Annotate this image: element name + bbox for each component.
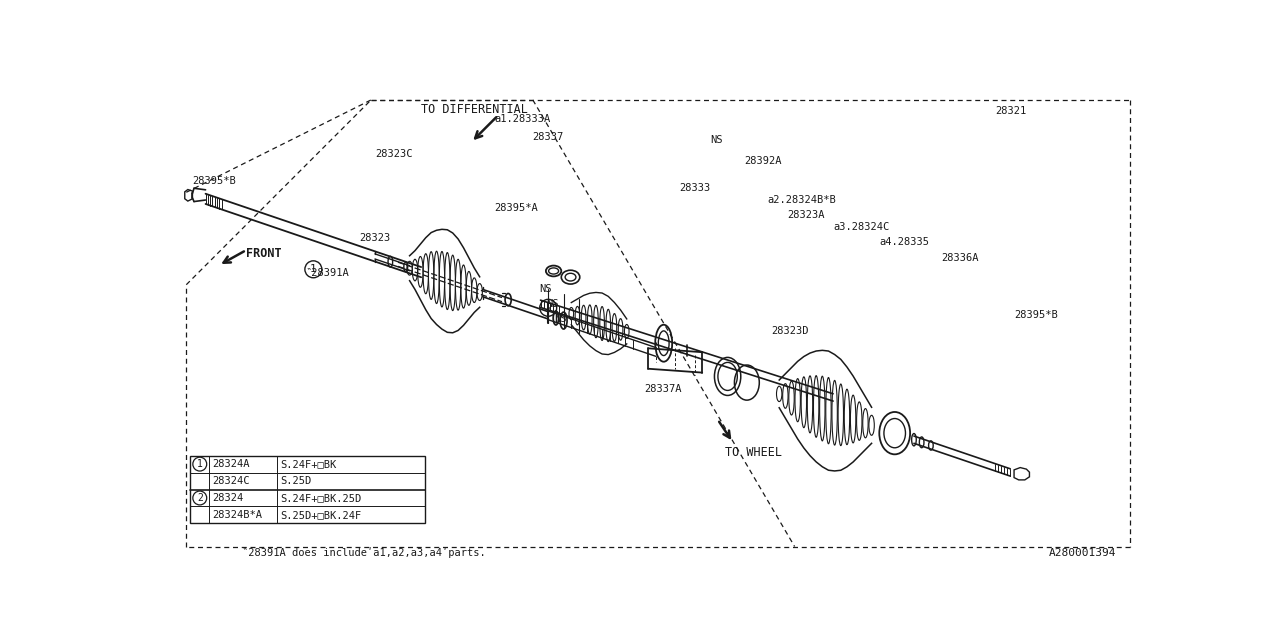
Text: 28321: 28321 [995, 106, 1027, 116]
Text: 28323A: 28323A [787, 211, 824, 220]
Text: TO DIFFERENTIAL: TO DIFFERENTIAL [421, 102, 529, 116]
Text: S.25D+□BK.24F: S.25D+□BK.24F [280, 510, 361, 520]
Text: ‶28391A: ‶28391A [306, 268, 349, 278]
Text: TO WHEEL: TO WHEEL [726, 446, 782, 459]
Bar [191, 456, 425, 524]
Text: 28323: 28323 [360, 234, 390, 243]
Text: A280001394: A280001394 [1048, 548, 1116, 557]
Text: 28323D: 28323D [772, 326, 809, 336]
Text: ‶28391A does includeʹa1,a2,a3,a4ʹparts.: ‶28391A does includeʹa1,a2,a3,a4ʹparts. [242, 547, 485, 558]
Text: S.24F+□BK.25D: S.24F+□BK.25D [280, 493, 361, 503]
Text: a4.28335: a4.28335 [879, 237, 929, 247]
Text: 28333: 28333 [680, 184, 710, 193]
Text: 28336A: 28336A [941, 253, 978, 263]
Text: 28395*B: 28395*B [192, 176, 237, 186]
Text: a2.28324B*B: a2.28324B*B [768, 195, 836, 205]
Text: 28323C: 28323C [375, 148, 412, 159]
Text: NS: NS [554, 314, 567, 324]
Text: 28395*B: 28395*B [1014, 310, 1057, 321]
Text: 1: 1 [197, 459, 202, 469]
Text: S.25D: S.25D [280, 476, 311, 486]
Text: NS: NS [539, 284, 552, 294]
Text: S.24F+□BK: S.24F+□BK [280, 459, 337, 469]
Text: 28324B*A: 28324B*A [212, 510, 262, 520]
Text: FRONT: FRONT [246, 248, 282, 260]
Text: NS: NS [547, 299, 559, 309]
Text: 2: 2 [545, 303, 552, 313]
Text: 28337: 28337 [532, 132, 563, 142]
Text: 28395*A: 28395*A [494, 203, 538, 212]
Text: 28337A: 28337A [644, 383, 682, 394]
Text: 28324C: 28324C [212, 476, 250, 486]
Text: 28324A: 28324A [212, 459, 250, 469]
Text: 2: 2 [197, 493, 202, 503]
Text: 28324: 28324 [212, 493, 243, 503]
Text: a3.28324C: a3.28324C [833, 222, 890, 232]
Text: 1: 1 [310, 264, 316, 275]
Text: 28392A: 28392A [745, 157, 782, 166]
Text: a1.28333A: a1.28333A [494, 114, 550, 124]
Text: NS: NS [710, 135, 722, 145]
